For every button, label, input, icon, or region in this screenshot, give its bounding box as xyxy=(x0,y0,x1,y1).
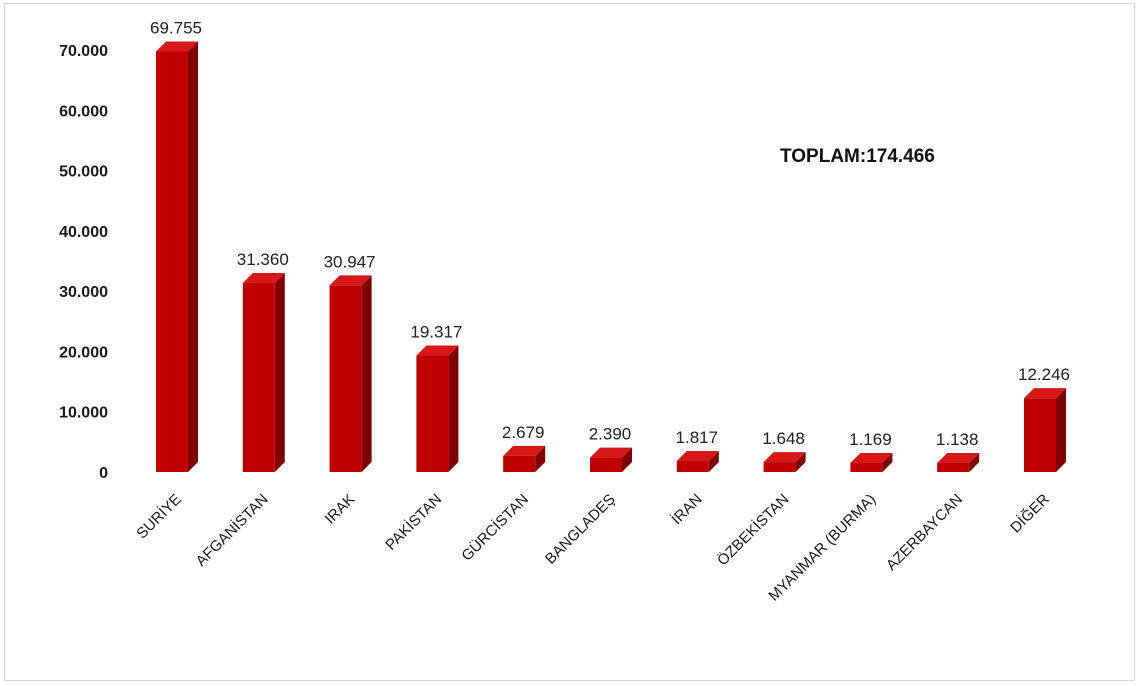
data-label: 12.246 xyxy=(1018,365,1070,384)
bar-side xyxy=(969,453,980,472)
bar-top xyxy=(763,452,806,463)
bar xyxy=(676,451,719,472)
bar-front xyxy=(156,51,188,473)
bar-top xyxy=(242,272,285,283)
y-tick-label: 50.000 xyxy=(59,164,108,181)
data-label: 1.169 xyxy=(849,430,892,449)
bar-side xyxy=(361,275,372,472)
x-tick-label: BANGLADEŞ xyxy=(542,491,619,568)
bar-top xyxy=(937,453,980,463)
data-labels: 69.755 31.360 30.947 19.317 2.679 2.390 1.817 1… xyxy=(150,18,1070,449)
y-tick-label: 70.000 xyxy=(59,43,108,60)
bar-top xyxy=(503,445,546,456)
data-label: 1.817 xyxy=(676,428,719,447)
x-tick-label: GÜRCİSTAN xyxy=(458,490,532,564)
y-axis: 0 10.000 20.000 30.000 40.000 50.000 60.000 70.… xyxy=(59,43,108,482)
bars xyxy=(156,41,1066,473)
bar xyxy=(590,447,632,472)
data-label: 30.947 xyxy=(324,252,376,271)
bar-top xyxy=(850,453,893,463)
total-annotation: TOPLAM:174.466 xyxy=(780,146,935,167)
bar-side xyxy=(622,447,632,472)
bar-top xyxy=(676,451,719,462)
data-label: 31.360 xyxy=(237,250,289,269)
bar-front xyxy=(850,463,883,472)
bar xyxy=(156,41,198,473)
bar-front xyxy=(763,462,796,472)
data-label: 1.138 xyxy=(936,430,979,449)
bar-side xyxy=(795,452,806,472)
bar xyxy=(503,445,546,472)
x-tick-label: AFGANİSTAN xyxy=(192,490,272,570)
y-tick-label: 10.000 xyxy=(59,405,108,422)
bar xyxy=(242,272,285,472)
bar-top xyxy=(1024,388,1066,399)
x-tick-label: SURİYE xyxy=(133,490,185,542)
bar xyxy=(1024,388,1066,472)
x-tick-label: AZERBAYCAN xyxy=(883,491,966,574)
bar-front xyxy=(676,461,709,472)
y-tick-label: 30.000 xyxy=(59,284,108,301)
y-tick-label: 60.000 xyxy=(59,103,108,120)
bar xyxy=(850,453,893,472)
data-label: 69.755 xyxy=(150,18,202,37)
bar xyxy=(763,452,806,472)
x-tick-label: IRAK xyxy=(322,491,359,528)
bar-side xyxy=(448,345,459,472)
bar-side xyxy=(882,453,893,472)
bar-front xyxy=(503,455,536,472)
y-tick-label: 20.000 xyxy=(59,344,108,361)
bar-top xyxy=(416,345,459,356)
bar-side xyxy=(274,272,285,472)
x-tick-label: DİĞER xyxy=(1007,490,1053,536)
bar-front xyxy=(242,282,275,472)
x-axis: SURİYE AFGANİSTAN IRAK PAKİSTAN GÜRCİSTAN BAN… xyxy=(133,490,1053,605)
x-tick-label: PAKİSTAN xyxy=(382,490,446,554)
data-label: 19.317 xyxy=(410,323,462,342)
bar-front xyxy=(937,463,970,472)
x-tick-label: ÖZBEKİSTAN xyxy=(713,490,792,569)
bar-top xyxy=(329,275,372,286)
bar xyxy=(329,275,372,472)
bar-front xyxy=(329,285,362,472)
bar-side xyxy=(708,451,719,472)
bar xyxy=(416,345,459,472)
bar xyxy=(937,453,980,472)
y-tick-label: 0 xyxy=(99,465,108,482)
data-label: 2.390 xyxy=(589,425,632,444)
bar-side xyxy=(188,41,198,473)
y-tick-label: 40.000 xyxy=(59,224,108,241)
bar-front xyxy=(590,457,622,472)
bar-top xyxy=(156,41,198,52)
bar-front xyxy=(416,355,449,472)
bar-side xyxy=(1056,388,1066,472)
bar-front xyxy=(1024,398,1056,472)
data-label: 1.648 xyxy=(762,429,805,448)
bar-side xyxy=(535,445,546,472)
x-tick-label: İRAN xyxy=(668,490,706,528)
bar-top xyxy=(590,447,632,458)
data-label: 2.679 xyxy=(502,423,545,442)
